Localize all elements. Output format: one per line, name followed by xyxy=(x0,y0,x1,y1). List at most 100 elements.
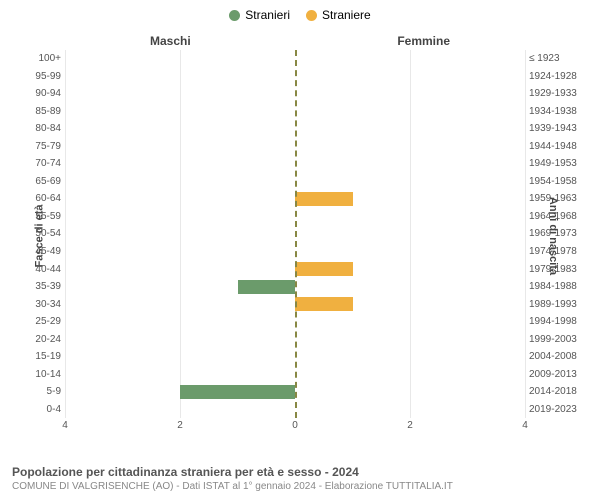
bar-right-side xyxy=(295,297,525,311)
x-tick: 4 xyxy=(522,420,528,431)
bar-right-side xyxy=(295,367,525,381)
age-tick: 100+ xyxy=(27,53,61,64)
bar-right-side xyxy=(295,157,525,171)
bar-left-side xyxy=(65,402,295,416)
bar-left-side xyxy=(65,122,295,136)
birth-tick: 2009-2013 xyxy=(529,369,581,380)
bar-right-side xyxy=(295,174,525,188)
legend-swatch-male xyxy=(229,10,240,21)
chart-container: Maschi Femmine Fasce di età Anni di nasc… xyxy=(0,26,600,446)
age-tick: 70-74 xyxy=(27,158,61,169)
column-header-male: Maschi xyxy=(150,34,191,48)
age-tick: 35-39 xyxy=(27,281,61,292)
bar-left-side xyxy=(65,69,295,83)
bar-right-side xyxy=(295,385,525,399)
x-axis: 4 2 0 2 4 xyxy=(65,420,525,434)
legend-item-male: Stranieri xyxy=(229,8,290,22)
birth-tick: 1979-1983 xyxy=(529,264,581,275)
birth-tick: 1974-1978 xyxy=(529,246,581,257)
bar-left-side xyxy=(65,227,295,241)
legend-item-female: Straniere xyxy=(306,8,371,22)
age-tick: 75-79 xyxy=(27,141,61,152)
bar-left-side xyxy=(65,350,295,364)
bar-left-side xyxy=(65,297,295,311)
bar-left-side xyxy=(65,139,295,153)
bar-right-side xyxy=(295,402,525,416)
x-tick: 4 xyxy=(62,420,68,431)
bar-female xyxy=(295,262,353,276)
birth-tick: 2004-2008 xyxy=(529,351,581,362)
chart-subtitle: COMUNE DI VALGRISENCHE (AO) - Dati ISTAT… xyxy=(12,481,588,492)
bar-left-side xyxy=(65,209,295,223)
bar-left-side xyxy=(65,104,295,118)
birth-tick: 1984-1988 xyxy=(529,281,581,292)
bar-right-side xyxy=(295,69,525,83)
birth-tick: ≤ 1923 xyxy=(529,53,581,64)
birth-tick: 1929-1933 xyxy=(529,88,581,99)
bar-right-side xyxy=(295,104,525,118)
birth-tick: 1969-1973 xyxy=(529,228,581,239)
x-tick: 0 xyxy=(292,420,298,431)
birth-tick: 2014-2018 xyxy=(529,386,581,397)
center-line xyxy=(295,50,297,418)
age-tick: 40-44 xyxy=(27,264,61,275)
bar-right-side xyxy=(295,332,525,346)
bar-left-side xyxy=(65,174,295,188)
age-tick: 65-69 xyxy=(27,176,61,187)
birth-tick: 1954-1958 xyxy=(529,176,581,187)
bar-right-side xyxy=(295,315,525,329)
birth-tick: 1994-1998 xyxy=(529,316,581,327)
age-tick: 20-24 xyxy=(27,334,61,345)
bar-left-side xyxy=(65,315,295,329)
bar-left-side xyxy=(65,367,295,381)
bar-left-side xyxy=(65,52,295,66)
age-tick: 55-59 xyxy=(27,211,61,222)
bar-left-side xyxy=(65,280,295,294)
bar-left-side xyxy=(65,87,295,101)
bar-left-side xyxy=(65,385,295,399)
birth-tick: 1944-1948 xyxy=(529,141,581,152)
age-tick: 85-89 xyxy=(27,106,61,117)
bar-right-side xyxy=(295,227,525,241)
birth-tick: 1939-1943 xyxy=(529,123,581,134)
bar-right-side xyxy=(295,209,525,223)
bar-left-side xyxy=(65,157,295,171)
legend-label-male: Stranieri xyxy=(245,8,290,22)
age-tick: 50-54 xyxy=(27,228,61,239)
chart-footer: Popolazione per cittadinanza straniera p… xyxy=(12,465,588,492)
age-tick: 10-14 xyxy=(27,369,61,380)
plot-area: 100+≤ 192395-991924-192890-941929-193385… xyxy=(65,50,525,418)
grid-line xyxy=(525,50,526,418)
x-tick: 2 xyxy=(177,420,183,431)
bar-left-side xyxy=(65,332,295,346)
birth-tick: 1959-1963 xyxy=(529,193,581,204)
bar-male xyxy=(238,280,296,294)
bar-female xyxy=(295,297,353,311)
bar-left-side xyxy=(65,262,295,276)
legend-label-female: Straniere xyxy=(322,8,371,22)
age-tick: 60-64 xyxy=(27,193,61,204)
birth-tick: 1964-1968 xyxy=(529,211,581,222)
bar-right-side xyxy=(295,139,525,153)
birth-tick: 1924-1928 xyxy=(529,71,581,82)
birth-tick: 1949-1953 xyxy=(529,158,581,169)
birth-tick: 2019-2023 xyxy=(529,404,581,415)
bar-right-side xyxy=(295,122,525,136)
column-header-female: Femmine xyxy=(397,34,450,48)
x-tick: 2 xyxy=(407,420,413,431)
bar-right-side xyxy=(295,350,525,364)
age-tick: 45-49 xyxy=(27,246,61,257)
legend-swatch-female xyxy=(306,10,317,21)
age-tick: 5-9 xyxy=(27,386,61,397)
age-tick: 80-84 xyxy=(27,123,61,134)
bar-female xyxy=(295,192,353,206)
birth-tick: 1934-1938 xyxy=(529,106,581,117)
bar-right-side xyxy=(295,280,525,294)
age-tick: 25-29 xyxy=(27,316,61,327)
birth-tick: 1999-2003 xyxy=(529,334,581,345)
bar-left-side xyxy=(65,245,295,259)
age-tick: 30-34 xyxy=(27,299,61,310)
chart-title: Popolazione per cittadinanza straniera p… xyxy=(12,465,588,479)
bar-right-side xyxy=(295,262,525,276)
legend: Stranieri Straniere xyxy=(0,0,600,26)
